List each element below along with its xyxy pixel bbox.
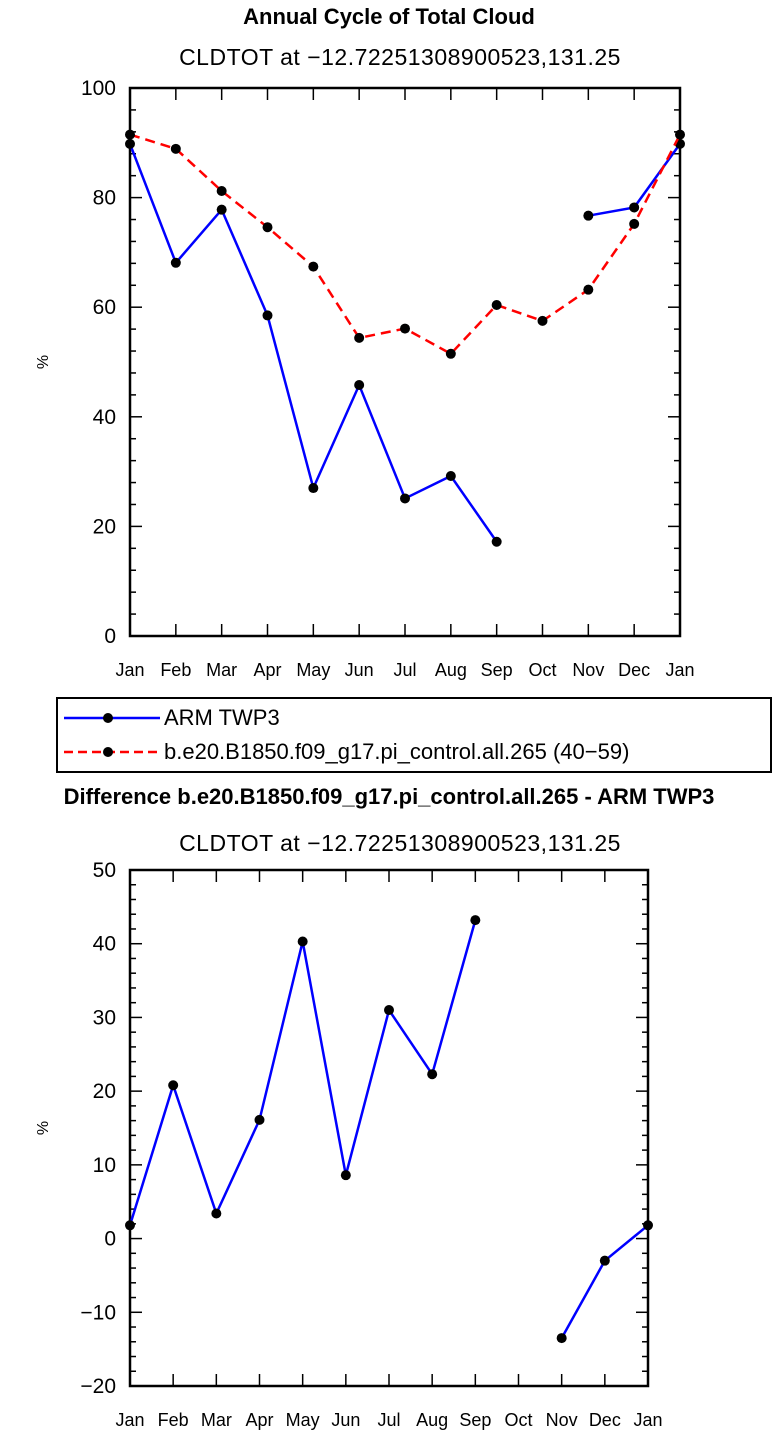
chart2-series-0-point — [556, 1333, 567, 1344]
chart1-xtick-label: Sep — [481, 660, 513, 680]
chart2-series-0-point — [470, 915, 481, 926]
chart1-series-0-point — [262, 310, 273, 321]
chart2-series-0-point — [384, 1005, 394, 1016]
chart2-xtick-label: May — [286, 1410, 320, 1430]
chart2-xtick-label: Nov — [546, 1410, 578, 1430]
chart1-series-1-point — [262, 222, 273, 233]
chart1-series-0-point — [445, 470, 456, 481]
chart1-xtick-label: May — [296, 660, 330, 680]
chart1-series-0-point — [400, 493, 410, 504]
chart2-xtick-label: Feb — [158, 1410, 189, 1430]
chart1-series-1-point — [583, 284, 594, 295]
chart1-xtick-label: Dec — [618, 660, 650, 680]
chart1-xtick-label: Aug — [435, 660, 467, 680]
chart1-xtick-label: Jan — [665, 660, 694, 680]
legend-label-arm: ARM TWP3 — [164, 705, 280, 730]
chart2-ytick-label: 20 — [93, 1080, 116, 1103]
chart2-ylabel: % — [35, 1121, 52, 1135]
chart1-series-1-point — [629, 218, 640, 229]
chart2-ytick-label: 50 — [93, 859, 116, 882]
chart2-series-0-point — [297, 936, 308, 947]
chart1-series-0-point — [216, 204, 227, 215]
chart2-frame — [128, 868, 650, 1388]
chart1-legend: ARM TWP3 b.e20.B1850.f09_g17.pi_control.… — [56, 697, 772, 773]
chart1-series-1-point — [216, 186, 227, 197]
chart2-xtick-label: Jan — [115, 1410, 144, 1430]
chart2-ytick-label: −20 — [80, 1375, 116, 1398]
chart2-series-0-point — [168, 1080, 179, 1091]
chart1-ylabel: % — [35, 355, 52, 369]
chart1-series-1-point — [308, 261, 319, 272]
chart1-ytick-label: 60 — [93, 296, 116, 319]
chart2-series-0-line — [560, 1224, 649, 1339]
chart1-ytick-label: 20 — [93, 515, 116, 538]
chart1-series-0-point — [354, 380, 365, 391]
chart1-series-0-point — [629, 202, 640, 213]
chart2-xtick-label: Apr — [245, 1410, 273, 1430]
chart2-series-0-point — [427, 1069, 438, 1080]
chart2-series-0-point — [340, 1170, 351, 1181]
chart1-series-0-point — [170, 257, 181, 268]
chart1-series-1-point — [354, 332, 365, 343]
chart2-series-0-point — [211, 1208, 222, 1219]
chart2-ytick-label: 40 — [93, 933, 116, 956]
chart2-xtick-label: Dec — [589, 1410, 621, 1430]
chart1-xtick-label: Feb — [160, 660, 191, 680]
chart1-ytick-label: 100 — [81, 77, 116, 100]
chart2-ytick-label: 0 — [104, 1228, 116, 1251]
chart2-series-0-line — [128, 919, 477, 1226]
chart1-xtick-label: Apr — [253, 660, 281, 680]
chart2-xtick-label: Oct — [504, 1410, 532, 1430]
chart2-xtick-label: Sep — [459, 1410, 491, 1430]
chart1-series-0-point — [125, 138, 135, 149]
chart2-xtick-label: Jul — [377, 1410, 400, 1430]
legend-item-model: b.e20.B1850.f09_g17.pi_control.all.265 (… — [64, 737, 629, 767]
chart2-xtick-label: Jun — [331, 1410, 360, 1430]
chart1-series-1-point — [491, 300, 502, 311]
chart1-ytick-label: 80 — [93, 187, 116, 210]
chart2-ytick-label: −10 — [80, 1301, 116, 1324]
chart2-subtitle: CLDTOT at −12.72251308900523,131.25 — [179, 830, 621, 856]
legend-swatch-model — [64, 747, 160, 757]
legend-item-arm: ARM TWP3 — [64, 703, 280, 733]
chart1-ytick-label: 40 — [93, 406, 116, 429]
chart1-xtick-label: Mar — [206, 660, 237, 680]
chart2-ytick-label: 10 — [93, 1154, 116, 1177]
chart1-subtitle: CLDTOT at −12.72251308900523,131.25 — [179, 44, 621, 70]
chart2-xtick-label: Aug — [416, 1410, 448, 1430]
chart2-xtick-label: Mar — [201, 1410, 232, 1430]
chart1-xtick-label: Oct — [528, 660, 556, 680]
chart2-ytick-label: 30 — [93, 1006, 116, 1029]
chart1-series-1-point — [170, 143, 181, 154]
chart1-series-1-point — [537, 315, 548, 326]
chart1-xtick-label: Jul — [393, 660, 416, 680]
chart1-series-0-point — [491, 536, 502, 547]
chart2-series-0-point — [599, 1255, 610, 1266]
chart1-xtick-label: Nov — [572, 660, 604, 680]
chart1-xtick-label: Jan — [115, 660, 144, 680]
chart1-series-1-point — [675, 129, 685, 140]
chart2-xtick-label: Jan — [633, 1410, 662, 1430]
chart1-ytick-label: 0 — [104, 625, 116, 648]
chart1-series-0-point — [308, 483, 319, 494]
chart1-title: Annual Cycle of Total Cloud — [243, 4, 535, 29]
chart1-series-1-point — [445, 348, 456, 359]
chart1-series-1-point — [400, 323, 410, 334]
chart1-xtick-label: Jun — [345, 660, 374, 680]
legend-swatch-arm — [64, 713, 160, 723]
chart2-series-0-point — [125, 1220, 135, 1231]
chart1-series-1-point — [125, 129, 135, 140]
chart1-plot: 0 20 40 60 80 100 Jan Feb Mar Apr May Jun Jul Aug Sep O… — [35, 77, 695, 680]
chart1-series-0-point — [583, 210, 594, 221]
chart2-series-0-point — [643, 1220, 653, 1231]
chart2-title: Difference b.e20.B1850.f09_g17.pi_contro… — [63, 784, 715, 809]
legend-label-model: b.e20.B1850.f09_g17.pi_control.all.265 (… — [164, 739, 630, 764]
chart2-series-0-point — [254, 1114, 265, 1125]
